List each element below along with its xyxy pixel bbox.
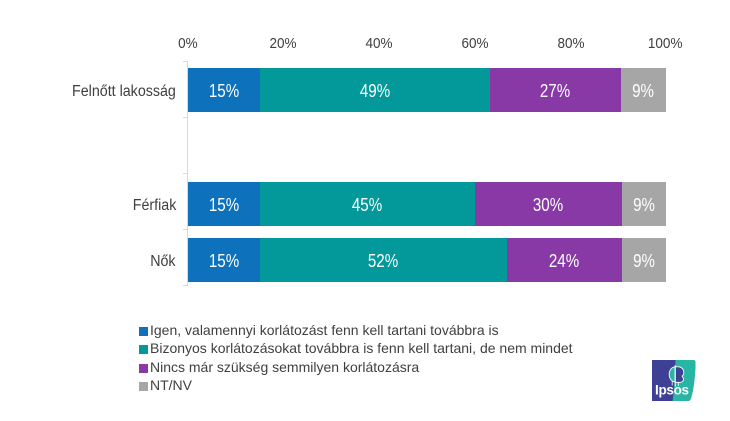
svg-text:Ipsos: Ipsos [655, 383, 689, 398]
